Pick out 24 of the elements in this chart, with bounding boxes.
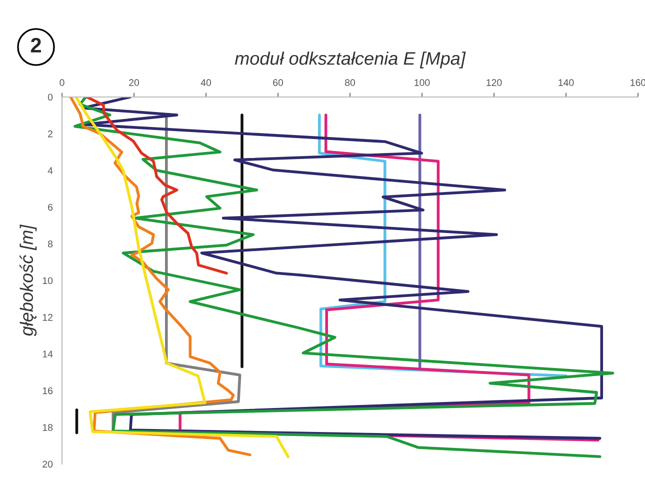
x-tick-label: 40	[200, 79, 212, 86]
y-tick-label: 12	[42, 314, 52, 321]
x-tick-label: 100	[414, 79, 430, 86]
y-tick-label: 16	[42, 387, 53, 394]
y-tick-label: 4	[48, 167, 53, 174]
y-tick-label: 10	[42, 277, 53, 284]
y-axis-title: głębokość [m]	[20, 224, 37, 336]
y-tick-label: 8	[48, 240, 53, 248]
chart-title: moduł odkształcenia E [Mpa]	[234, 52, 466, 68]
x-tick-label: 120	[486, 79, 502, 86]
x-tick-label: 60	[273, 79, 284, 86]
y-tick-label: 18	[42, 424, 53, 431]
y-tick-label: 14	[42, 350, 53, 358]
text: 2	[30, 38, 41, 52]
y-tick-label: 20	[42, 460, 53, 468]
line-series	[74, 97, 290, 458]
line-series	[85, 97, 228, 275]
y-tick-label: 2	[48, 130, 52, 138]
x-tick-label: 0	[60, 79, 64, 86]
y-tick-label: 0	[48, 94, 53, 101]
y-tick-label: 6	[48, 204, 53, 211]
x-tick-label: 20	[129, 79, 140, 86]
x-tick-label: 80	[345, 79, 356, 86]
x-tick-label: 140	[558, 79, 574, 86]
